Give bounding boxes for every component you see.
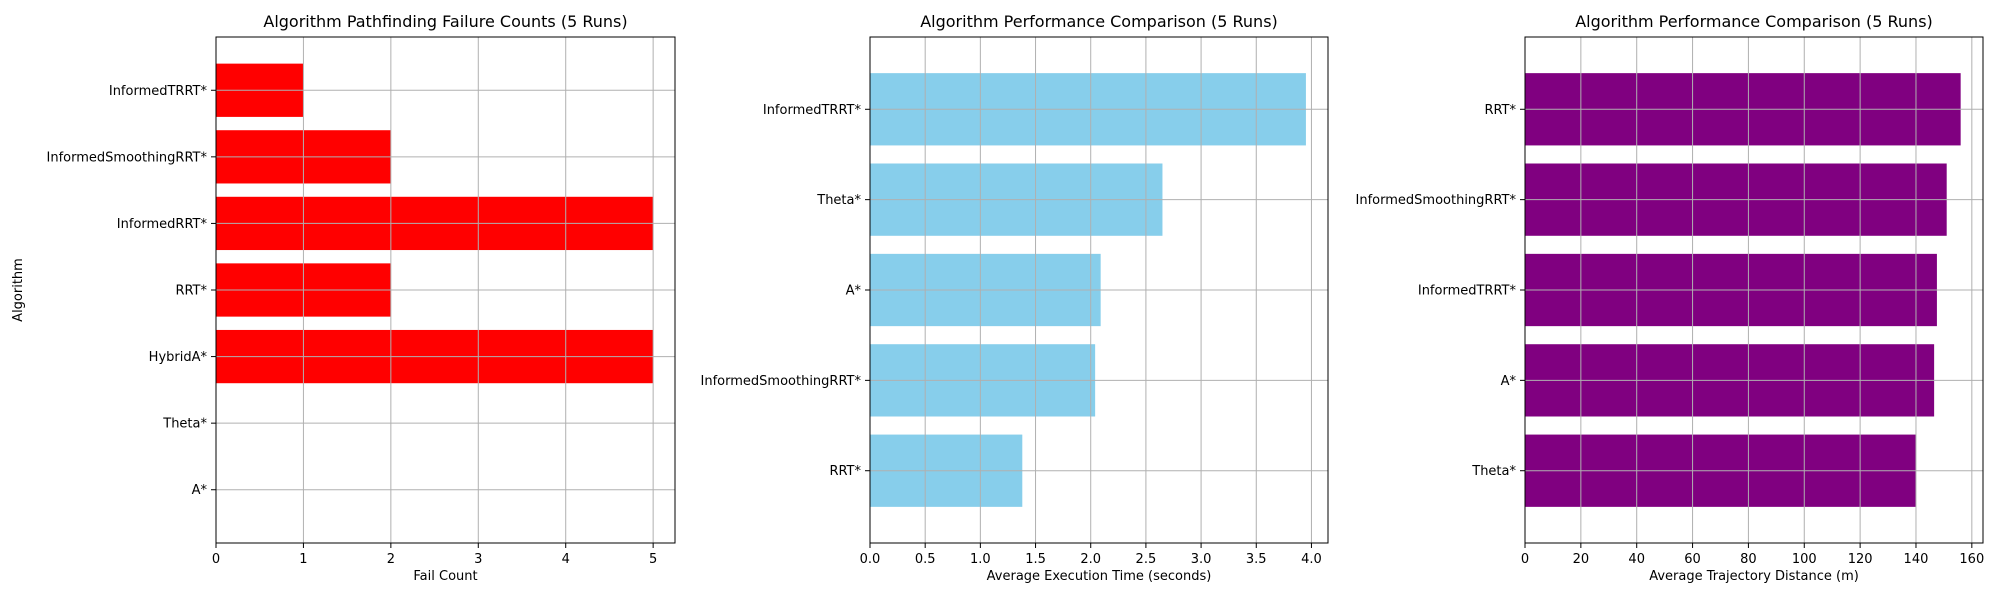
chart-title: Algorithm Performance Comparison (5 Runs… (1575, 12, 1933, 31)
x-tick-label: 0 (1521, 552, 1529, 567)
x-axis-label: Fail Count (413, 569, 477, 584)
x-tick-label: 160 (1959, 552, 1984, 567)
x-tick-label: 60 (1684, 552, 1701, 567)
y-tick-label: Theta* (816, 193, 861, 208)
x-tick-label: 120 (1848, 552, 1873, 567)
y-tick-label: InformedSmoothingRRT* (701, 374, 862, 389)
y-tick-label: Theta* (162, 417, 207, 432)
chart-panel-1: 0 1 2 3 4 5 A* Theta* HybridA* RRT* InformedRRT* In… (11, 12, 676, 584)
chart-title: Algorithm Performance Comparison (5 Runs… (920, 12, 1278, 31)
y-tick-label: InformedTRRT* (763, 103, 862, 118)
y-tick-label: Theta* (1471, 464, 1516, 479)
y-tick-label: HybridA* (149, 350, 208, 365)
x-tick-label: 2.0 (1080, 552, 1101, 567)
x-tick-label: 2 (387, 552, 395, 567)
y-tick-label: InformedRRT* (117, 217, 208, 232)
x-tick-label: 2.5 (1136, 552, 1157, 567)
y-tick-label: InformedSmoothingRRT* (1356, 193, 1517, 208)
x-axis-label: Average Trajectory Distance (m) (1649, 569, 1859, 584)
x-tick-label: 40 (1628, 552, 1645, 567)
chart-panel-3: 0 20 40 60 80 100 120 140 160 Theta* A* InformedTRR… (1356, 12, 1985, 584)
x-axis-label: Average Execution Time (seconds) (987, 569, 1212, 584)
x-tick-label: 1.0 (970, 552, 991, 567)
chart-panel-2: 0.0 0.5 1.0 1.5 2.0 2.5 3.0 3.5 4.0 RRT* InformedS… (701, 12, 1329, 584)
x-tick-label: 0 (212, 552, 220, 567)
x-tick-label: 0.5 (915, 552, 936, 567)
y-tick-label: InformedTRRT* (1418, 284, 1517, 299)
x-tick-label: 1 (299, 552, 307, 567)
y-tick-label: InformedTRRT* (109, 84, 208, 99)
chart-title: Algorithm Pathfinding Failure Counts (5 … (263, 12, 627, 31)
x-tick-label: 100 (1792, 552, 1817, 567)
x-tick-label: 3.0 (1191, 552, 1212, 567)
x-tick-label: 4.0 (1301, 552, 1322, 567)
x-tick-label: 3.5 (1246, 552, 1267, 567)
x-tick-label: 0.0 (860, 552, 881, 567)
x-tick-label: 80 (1740, 552, 1757, 567)
y-tick-label: A* (846, 284, 862, 299)
x-tick-label: 140 (1904, 552, 1929, 567)
x-tick-label: 5 (649, 552, 657, 567)
y-tick-label: InformedSmoothingRRT* (47, 150, 208, 165)
y-tick-label: A* (192, 483, 208, 498)
x-tick-label: 4 (562, 552, 570, 567)
y-tick-label: A* (1501, 374, 1517, 389)
y-tick-label: RRT* (829, 464, 861, 479)
y-axis-label: Algorithm (11, 258, 26, 322)
y-tick-label: RRT* (175, 284, 207, 299)
x-tick-label: 3 (474, 552, 482, 567)
x-tick-label: 20 (1573, 552, 1590, 567)
y-tick-label: RRT* (1484, 103, 1516, 118)
x-tick-label: 1.5 (1025, 552, 1046, 567)
